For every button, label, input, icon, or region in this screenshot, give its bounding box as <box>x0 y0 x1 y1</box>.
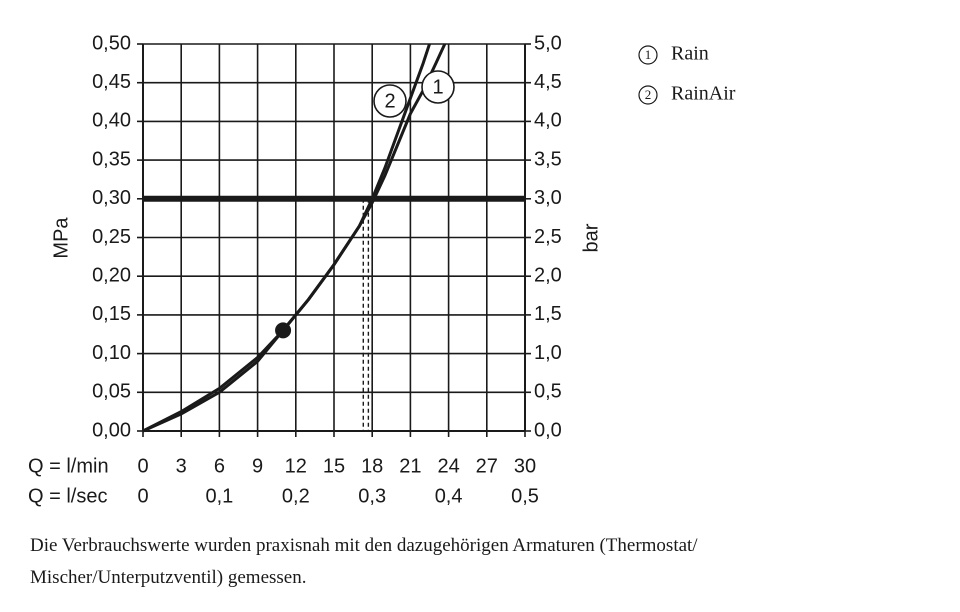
y-tick-label: 0,10 <box>92 342 131 364</box>
y-axis-label: MPa <box>50 217 72 259</box>
y-tick-label: 0,00 <box>92 419 131 441</box>
legend-circle <box>638 45 658 65</box>
y2-axis-label: bar <box>580 223 602 252</box>
y-tick-label: 0,20 <box>92 264 131 286</box>
caption: Die Verbrauchswerte wurden praxisnah mit… <box>30 535 698 588</box>
x2-axis-label: Q = l/sec <box>28 485 107 507</box>
x2-tick-label: 0,4 <box>435 485 463 507</box>
y2-tick-label: 3,0 <box>534 187 562 209</box>
x2-tick-label: 0,3 <box>358 485 386 507</box>
y2-tick-label: 1,5 <box>534 303 562 325</box>
curve-label-circle <box>421 70 455 104</box>
y2-tick-label: 5,0 <box>534 32 562 54</box>
y2-tick-label: 4,0 <box>534 110 562 132</box>
y2-tick-label: 1,0 <box>534 342 562 364</box>
legend-number: 2 <box>645 87 652 102</box>
x-tick-label: 15 <box>323 455 345 477</box>
marker-point <box>275 322 292 339</box>
legend-label: RainAir <box>671 83 736 105</box>
curve-label: 1 <box>432 76 443 98</box>
x-tick-label: 30 <box>514 455 536 477</box>
line <box>142 43 431 433</box>
legend-circle <box>638 85 658 105</box>
curve-label-circle <box>373 84 407 118</box>
y-tick-label: 0,50 <box>92 32 131 54</box>
legend-number: 1 <box>645 47 652 62</box>
x-tick-label: 9 <box>252 455 263 477</box>
y-tick-label: 0,30 <box>92 187 131 209</box>
x2-tick-label: 0,5 <box>511 485 539 507</box>
y2-tick-label: 4,5 <box>534 71 562 93</box>
x-tick-label: 21 <box>399 455 421 477</box>
y-tick-label: 0,25 <box>92 226 131 248</box>
x-tick-label: 24 <box>437 455 459 477</box>
y-tick-label: 0,15 <box>92 303 131 325</box>
x-tick-label: 18 <box>361 455 383 477</box>
y2-tick-label: 2,5 <box>534 226 562 248</box>
y2-tick-label: 0,5 <box>534 381 562 403</box>
x-tick-label: 27 <box>476 455 498 477</box>
x-tick-label: 6 <box>214 455 225 477</box>
curve-label: 2 <box>384 90 395 112</box>
x-tick-label: 3 <box>176 455 187 477</box>
x2-tick-label: 0 <box>137 485 148 507</box>
x-tick-label: 0 <box>137 455 148 477</box>
y2-tick-label: 2,0 <box>534 264 562 286</box>
y2-tick-label: 0,0 <box>534 419 562 441</box>
y2-tick-label: 3,5 <box>534 148 562 170</box>
y-tick-label: 0,35 <box>92 148 131 170</box>
x2-tick-label: 0,2 <box>282 485 310 507</box>
y-tick-label: 0,05 <box>92 381 131 403</box>
x-tick-label: 12 <box>285 455 307 477</box>
y-tick-label: 0,40 <box>92 110 131 132</box>
legend-label: Rain <box>671 43 709 65</box>
y-tick-label: 0,45 <box>92 71 131 93</box>
x2-tick-label: 0,1 <box>205 485 233 507</box>
x-axis-label: Q = l/min <box>28 455 109 477</box>
